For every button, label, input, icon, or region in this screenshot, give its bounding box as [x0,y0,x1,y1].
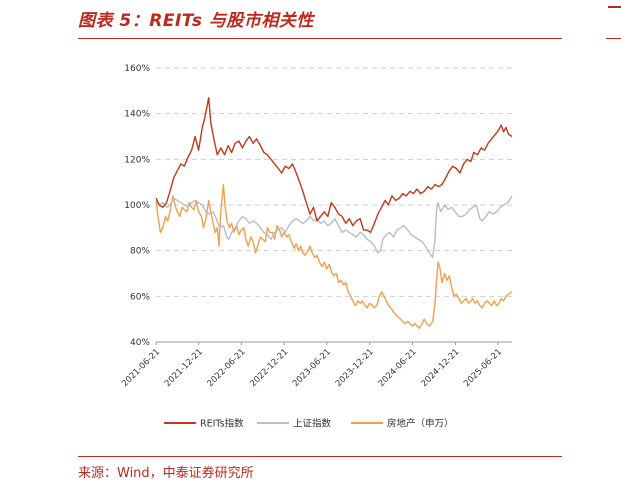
x-tick-label: 2022-12-21 [248,347,290,389]
x-tick-label: 2024-12-21 [419,347,461,389]
x-tick-label: 2023-12-21 [334,347,376,389]
x-tick-label: 2025-06-21 [462,347,504,389]
x-tick-label: 2023-06-21 [291,347,333,389]
series-line-0 [155,96,513,234]
title-rule [78,38,562,39]
x-tick-label: 2022-06-21 [206,347,248,389]
x-tick-label: 2021-06-21 [120,347,162,389]
y-tick-label: 120% [124,155,150,165]
y-tick-label: 60% [130,292,150,302]
series-line-1 [155,195,513,259]
page-edge-mark [608,6,621,8]
title-rule-right [606,38,621,39]
y-tick-label: 160% [124,64,150,74]
chart-series [155,96,513,329]
series-line-2 [155,183,513,329]
x-tick-label: 2021-12-21 [163,347,205,389]
legend-label: REITs指数 [200,418,244,430]
y-tick-label: 40% [130,338,150,348]
x-tick-label: 2024-06-21 [377,347,419,389]
chart-legend: REITs指数 上证指数 房地产（申万） [164,418,454,430]
legend-label: 上证指数 [293,418,332,430]
legend-label: 房地产（申万） [387,418,454,430]
y-tick-label: 100% [124,201,150,211]
source-note: 来源：Wind，中泰证券研究所 [78,466,254,481]
figure-title: 图表 5：REITs 与股市相关性 [78,11,314,31]
y-tick-label: 140% [124,110,150,120]
y-tick-label: 80% [130,247,150,257]
y-axis-ticks: 40% 60% 80% 100% 120% 140% 160% [124,64,150,348]
source-rule [78,456,562,457]
x-axis-ticks: 2021-06-21 2021-12-21 2022-06-21 2022-12-21… [120,342,504,389]
